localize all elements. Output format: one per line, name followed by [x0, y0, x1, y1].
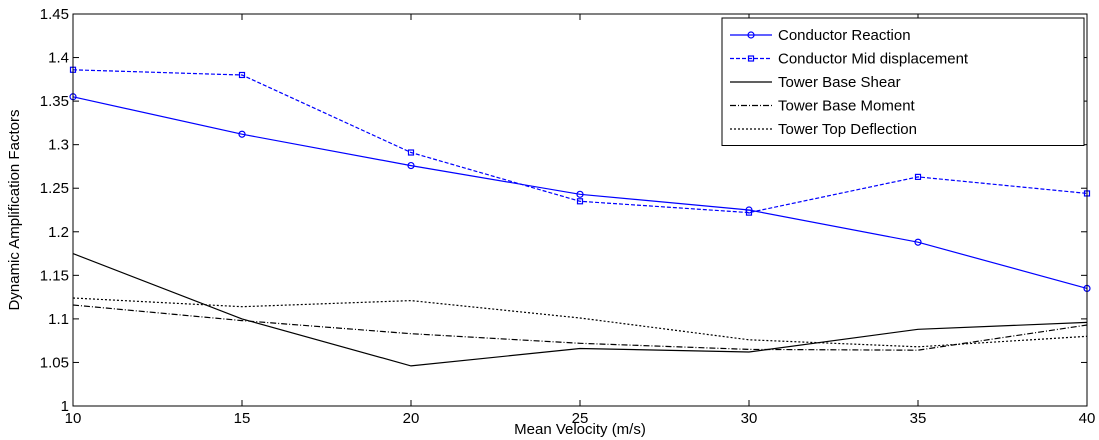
x-tick-label: 15: [234, 410, 251, 427]
legend-item: Tower Top Deflection: [730, 121, 917, 138]
legend-item: Conductor Reaction: [730, 27, 911, 44]
series-3: [72, 253, 1088, 367]
x-tick-label: 20: [403, 410, 420, 427]
axes-layer: 10 15 20 25 30 35 40 1 1.05 1.1 1.15 1.2 1.25 1.3 1.35…: [40, 6, 1096, 427]
legend-label: Tower Base Moment: [778, 98, 916, 115]
data-point: [407, 161, 415, 170]
y-tick-label: 1.2: [48, 224, 69, 241]
series-line: [72, 297, 1088, 348]
data-point: [576, 190, 584, 198]
x-tick-label: 35: [910, 410, 927, 427]
y-tick-label: 1.3: [48, 137, 69, 154]
data-point: [238, 71, 246, 79]
data-point: [745, 209, 753, 216]
legend-label: Tower Base Shear: [778, 74, 901, 91]
series-line: [72, 96, 1088, 289]
y-tick-label: 1.4: [48, 50, 69, 67]
legend: Conductor Reaction Conductor Mid displace…: [721, 17, 1085, 146]
series-layer: [69, 66, 1091, 367]
y-tick-label: 1: [61, 398, 69, 415]
series-4: [72, 304, 1088, 351]
legend-box: [721, 17, 1085, 146]
x-axis-title: Mean Velocity (m/s): [514, 421, 646, 438]
x-tick-label: 25: [572, 410, 589, 427]
x-tick-label: 40: [1079, 410, 1096, 427]
y-tick-label: 1.05: [40, 354, 69, 371]
data-point: [238, 130, 246, 138]
series-line: [72, 304, 1088, 351]
legend-item: Tower Base Moment: [730, 98, 916, 115]
y-axis-title: Dynamic Amplification Factors: [6, 110, 23, 311]
series-2: [69, 66, 1091, 216]
legend-item: Conductor Mid displacement: [730, 51, 969, 68]
data-point: [914, 173, 922, 180]
legend-item: Tower Base Shear: [730, 74, 901, 91]
series-5: [72, 297, 1088, 348]
legend-marker: [747, 55, 755, 62]
series-line: [72, 253, 1088, 367]
y-tick-label: 1.25: [40, 180, 69, 197]
x-tick-label: 10: [65, 410, 82, 427]
x-tick-label: 30: [741, 410, 758, 427]
legend-label: Conductor Reaction: [778, 27, 911, 44]
legend-label: Conductor Mid displacement: [778, 51, 969, 68]
legend-marker: [747, 31, 755, 39]
legend-label: Tower Top Deflection: [778, 121, 917, 138]
series-line: [72, 69, 1088, 214]
y-tick-label: 1.45: [40, 6, 69, 23]
data-point: [576, 198, 584, 205]
y-tick-label: 1.15: [40, 267, 69, 284]
y-tick-label: 1.35: [40, 93, 69, 110]
y-tick-label: 1.1: [48, 311, 69, 328]
data-point: [407, 149, 415, 156]
data-point: [914, 238, 922, 246]
